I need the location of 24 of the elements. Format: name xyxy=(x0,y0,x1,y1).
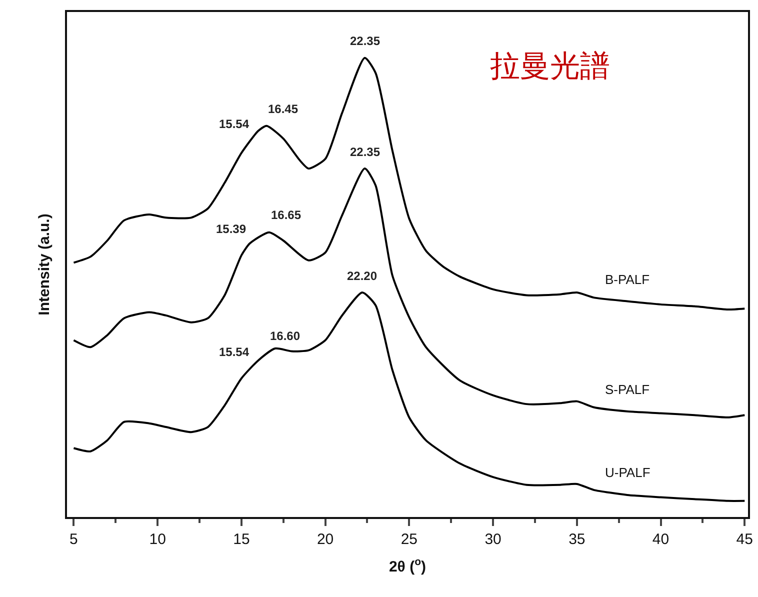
annotation: 22.20 xyxy=(347,269,378,283)
annotation: 22.35 xyxy=(350,34,380,48)
annotation: 16.65 xyxy=(271,208,302,222)
x-tick-label: 25 xyxy=(400,531,418,548)
annotation: 15.39 xyxy=(216,222,246,236)
x-tick-label: 40 xyxy=(652,531,670,548)
series-label: U-PALF xyxy=(605,465,650,480)
x-tick-label: 15 xyxy=(233,531,250,548)
x-tick-label: 5 xyxy=(70,531,78,548)
x-axis-title: 2θ ($^{o}$) xyxy=(388,556,426,576)
annotation: 16.45 xyxy=(268,102,298,116)
annotation: 15.54 xyxy=(219,117,250,131)
x-tick-label: 20 xyxy=(316,531,334,548)
x-tick-label: 45 xyxy=(736,531,753,548)
annotation: 15.54 xyxy=(219,345,250,359)
series-label: B-PALF xyxy=(605,272,650,287)
series-label: S-PALF xyxy=(605,382,650,397)
annotation: 拉曼光譜 xyxy=(490,49,610,84)
y-axis-title: Intensity (a.u.) xyxy=(36,214,53,316)
x-tick-label: 30 xyxy=(484,531,502,548)
annotation: 16.60 xyxy=(270,329,300,343)
annotation: 22.35 xyxy=(350,145,380,159)
x-tick-label: 35 xyxy=(568,531,586,548)
x-tick-label: 10 xyxy=(149,531,166,548)
